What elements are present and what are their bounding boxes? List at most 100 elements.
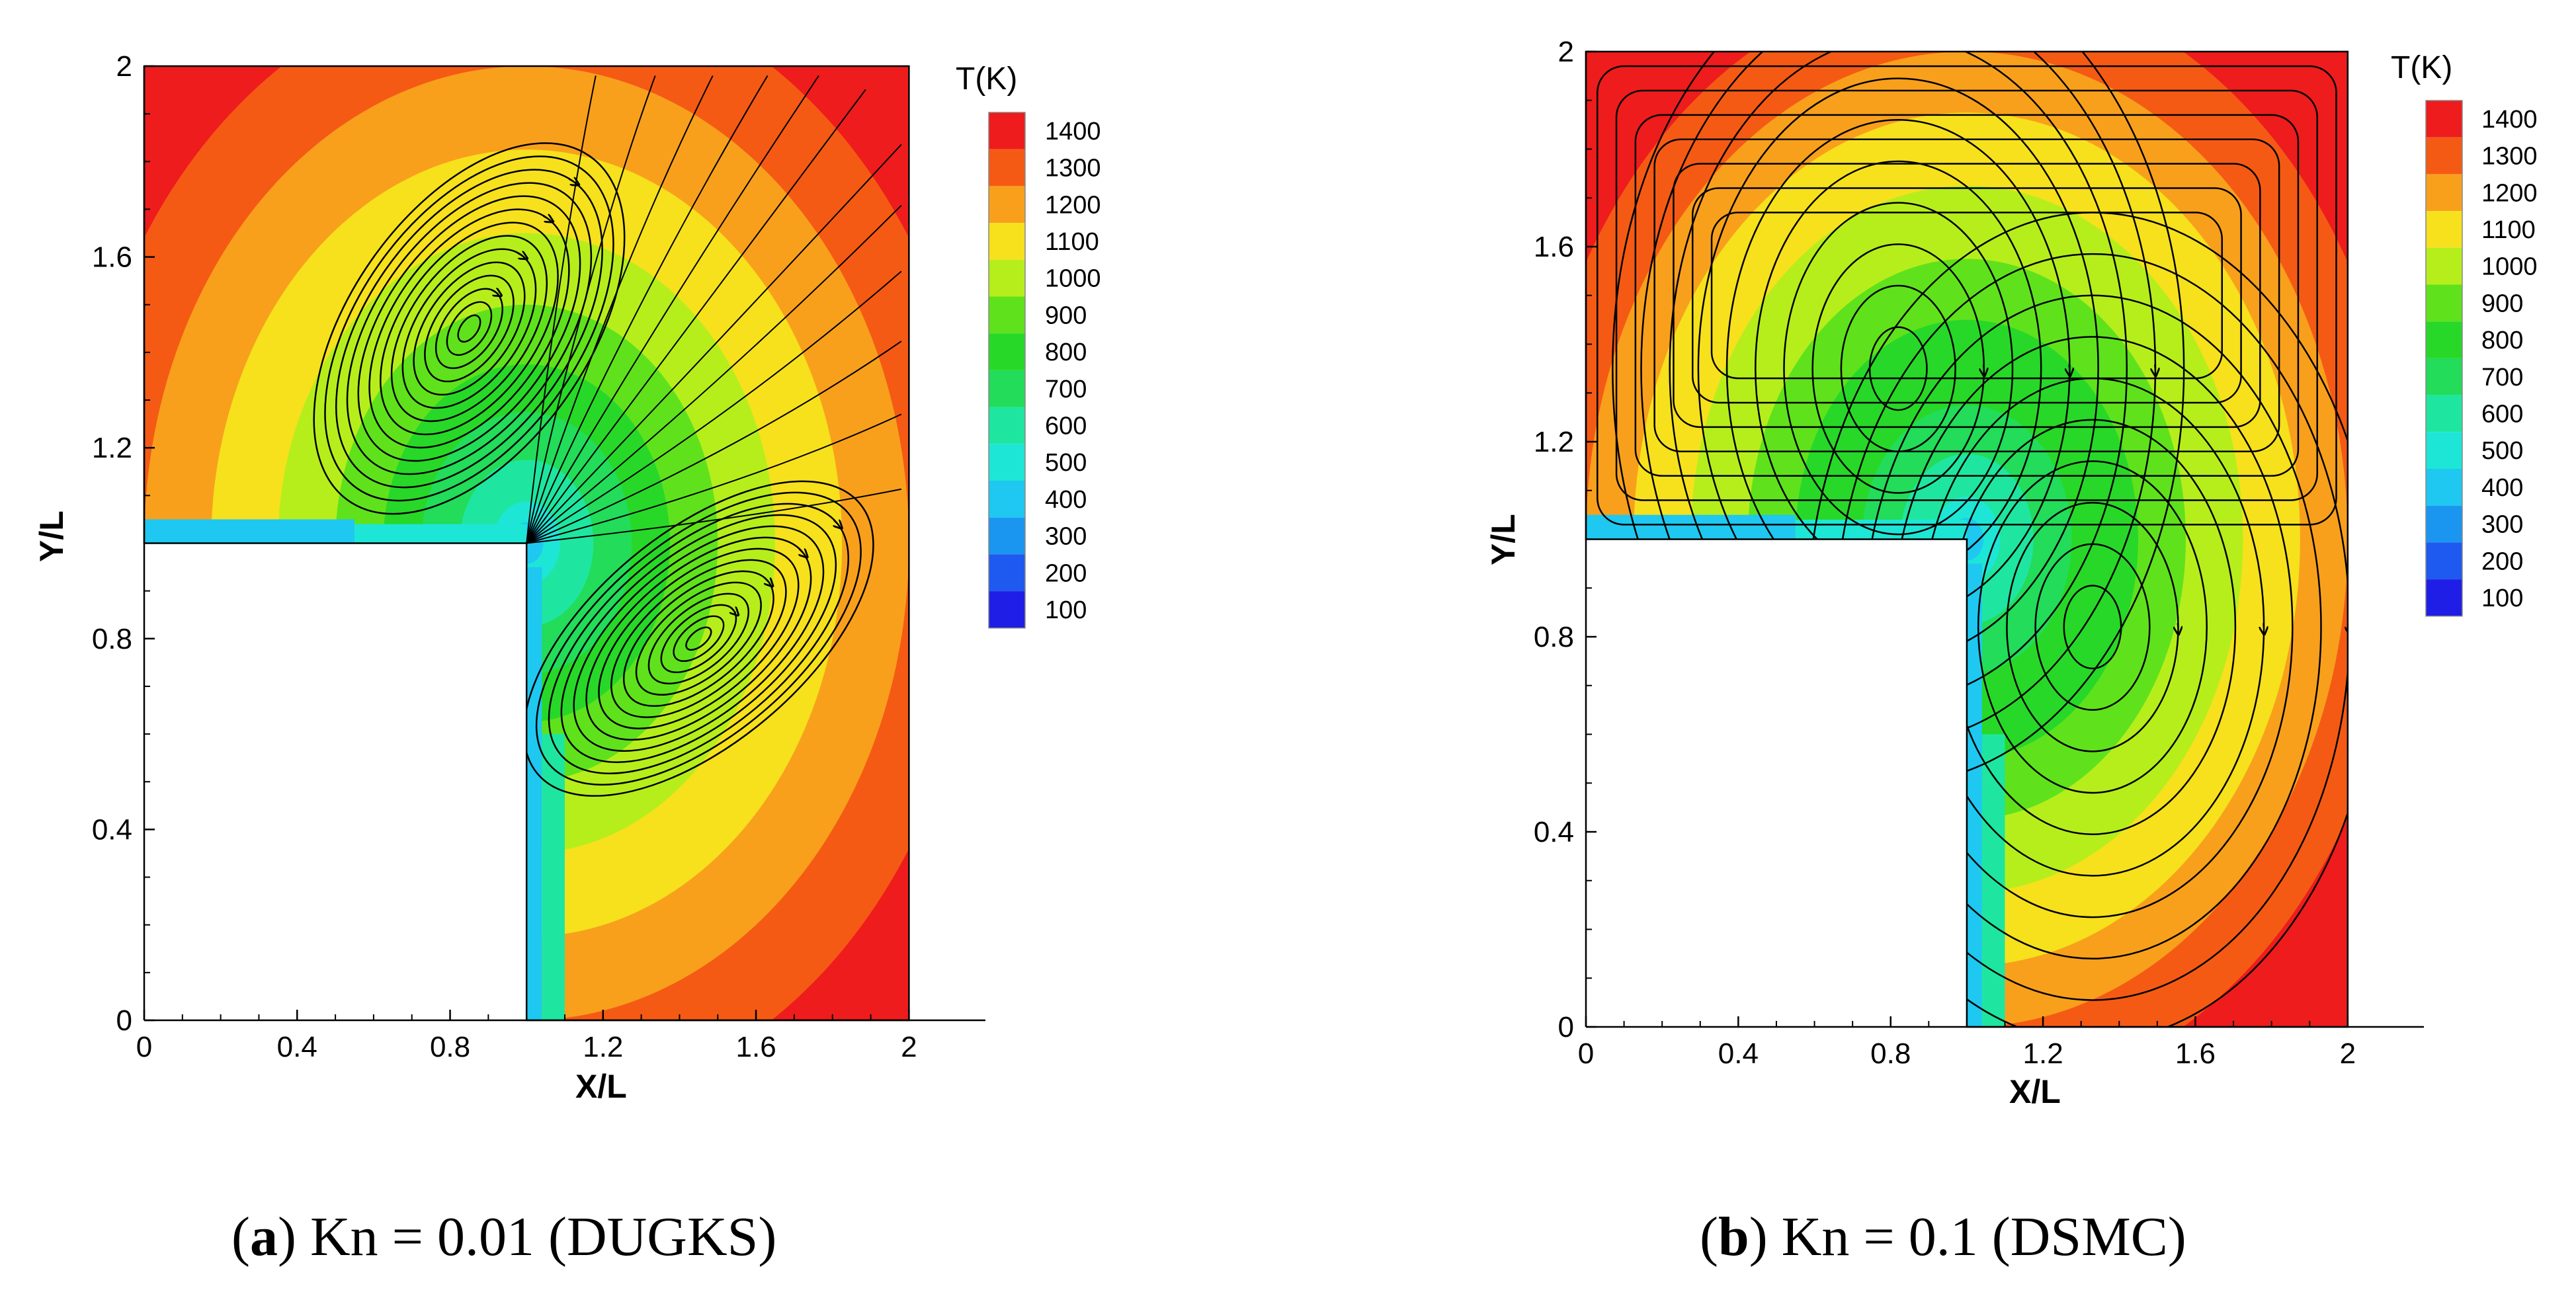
legend-swatch — [989, 481, 1025, 518]
streamline — [526, 75, 597, 544]
legend-label: 1400 — [2481, 106, 2538, 134]
x-tick-label: 0.8 — [1870, 1037, 1911, 1070]
legend-swatch — [989, 112, 1025, 149]
legend-label: 1000 — [2481, 253, 2538, 281]
legend-swatch — [2426, 101, 2462, 138]
streamline — [685, 626, 712, 651]
legend-title: T(K) — [2391, 50, 2452, 85]
streamline — [424, 274, 515, 383]
legend-swatch — [989, 259, 1025, 297]
legend-label: 400 — [1045, 486, 1087, 514]
streamline-arrow — [1983, 364, 1984, 372]
legend-label: 900 — [2481, 290, 2523, 317]
caption-a: (a) Kn = 0.01 (DUGKS) — [231, 1206, 776, 1268]
streamline — [2034, 543, 2151, 711]
caption-b: (b) Kn = 0.1 (DSMC) — [1700, 1206, 2186, 1268]
y-tick-label: 1.2 — [1534, 426, 1574, 458]
legend-label: 300 — [2481, 511, 2523, 539]
streamline — [1597, 65, 2337, 526]
streamline — [526, 89, 866, 544]
streamline — [560, 514, 837, 763]
streamline — [1634, 114, 2300, 477]
legend-swatch — [2426, 137, 2462, 175]
y-tick-label: 1.2 — [92, 432, 132, 464]
colorbar-legend: T(K) 1400 1300 1200 1100 1000 900 800 700 600 500… — [2391, 50, 2538, 617]
legend-label: 800 — [1045, 339, 1087, 366]
legend-label: 700 — [2481, 364, 2523, 391]
legend-label: 1200 — [2481, 179, 2538, 207]
streamline-arrow — [2349, 623, 2350, 631]
streamline-arrow — [491, 290, 498, 295]
x-tick-label: 1.6 — [736, 1031, 776, 1063]
x-axis-title: X/L — [2009, 1073, 2061, 1110]
streamline — [1977, 460, 2208, 794]
legend-label: 200 — [2481, 548, 2523, 575]
y-tick-label: 0 — [116, 1004, 132, 1037]
streamlines — [313, 75, 902, 797]
legend-swatch — [2426, 321, 2462, 358]
legend-label: 1300 — [1045, 155, 1101, 183]
streamline — [526, 488, 901, 544]
legend-label: 700 — [1045, 376, 1087, 403]
legend-swatch — [2426, 174, 2462, 212]
x-tick-label: 1.2 — [2023, 1037, 2063, 1070]
x-tick-label: 0.8 — [430, 1031, 470, 1063]
streamline — [1783, 202, 2014, 536]
temperature-band — [144, 519, 354, 544]
streamline — [647, 592, 750, 685]
legend-frame — [988, 112, 1026, 629]
streamline — [446, 301, 493, 356]
temperature-band — [1586, 514, 1796, 540]
streamline-arrow — [730, 606, 735, 613]
streamline — [526, 270, 902, 544]
legend-swatch — [2426, 432, 2462, 469]
streamline — [2063, 585, 2122, 670]
axes: 0 0.4 0.8 1.2 1.6 2 0 0.4 0.8 1.2 1.6 2 — [1534, 36, 2424, 1070]
y-tick-label: 2 — [116, 50, 132, 83]
legend-swatch — [2426, 211, 2462, 248]
legend-swatch — [989, 333, 1025, 370]
legend-label: 1200 — [1045, 191, 1101, 219]
streamline — [526, 143, 902, 544]
streamline — [1653, 138, 2280, 452]
streamline — [526, 75, 819, 544]
x-tick-label: 0 — [1578, 1037, 1594, 1070]
legend-swatch — [2426, 395, 2462, 432]
streamline — [357, 195, 581, 462]
legend-swatch — [2426, 579, 2462, 616]
legend-swatch — [989, 591, 1025, 628]
x-tick-label: 0.4 — [277, 1031, 317, 1063]
legend-swatch — [2426, 284, 2462, 322]
caption-text: ) Kn = 0.1 (DSMC) — [1749, 1206, 2186, 1268]
x-axis-title: X/L — [575, 1068, 627, 1105]
streamline — [380, 222, 559, 436]
legend-label: 1400 — [1045, 118, 1101, 145]
legend-label: 400 — [2481, 474, 2523, 502]
temperature-band — [526, 567, 542, 1020]
streamline — [324, 155, 614, 502]
legend-swatch — [2426, 542, 2462, 580]
axes: 0 0.4 0.8 1.2 1.6 2 0 0.4 0.8 1.2 1.6 2 — [92, 50, 985, 1063]
streamline-arrow — [568, 179, 575, 184]
streamline — [1710, 212, 2223, 380]
streamline — [1615, 89, 2318, 501]
streamline-arrow — [542, 216, 550, 221]
streamline — [457, 314, 481, 343]
streamline-arrow — [799, 549, 804, 555]
legend-label: 300 — [1045, 523, 1087, 551]
y-tick-label: 0 — [1558, 1011, 1574, 1043]
legend-label: 100 — [2481, 585, 2523, 612]
temperature-band — [354, 524, 527, 544]
y-axis-title: Y/L — [33, 510, 70, 562]
streamline — [598, 548, 800, 729]
colorbar-legend: T(K) 1400 1300 1200 1100 1000 900 800 700 600 500… — [956, 61, 1101, 629]
streamline — [313, 142, 626, 515]
panel-a: 0 0.4 0.8 1.2 1.6 2 0 0.4 0.8 1.2 1.6 2 T(K) 1400 13… — [33, 50, 1101, 1268]
y-tick-label: 0.8 — [92, 623, 132, 655]
legend-swatch — [2426, 505, 2462, 543]
streamline — [390, 235, 548, 423]
legend-swatch — [989, 223, 1025, 260]
x-tick-label: 0.4 — [1718, 1037, 1759, 1070]
streamline — [523, 480, 874, 797]
